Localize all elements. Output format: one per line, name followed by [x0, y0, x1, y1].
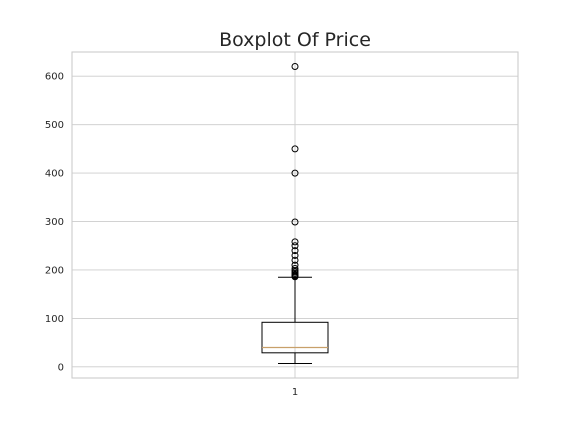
box-layer	[261, 276, 329, 364]
y-tick-label: 600	[45, 72, 64, 83]
flier-layer	[291, 63, 299, 281]
grid-layer	[72, 52, 518, 378]
y-tick-label: 0	[58, 362, 64, 373]
outlier-point	[291, 256, 299, 264]
outlier-point	[291, 251, 299, 259]
y-axis-ticks: 0 100 200 300 400 500 600	[45, 72, 64, 374]
outlier-point	[291, 261, 299, 269]
outlier-point	[291, 247, 299, 255]
outlier-point	[291, 266, 299, 274]
outlier-point	[291, 265, 299, 273]
outlier-point	[291, 145, 299, 153]
y-tick-label: 400	[45, 169, 64, 180]
outlier-point	[291, 218, 299, 226]
y-tick-label: 100	[45, 314, 64, 325]
outlier-point	[291, 63, 299, 71]
outlier-point	[291, 169, 299, 177]
y-tick-label: 200	[45, 265, 64, 276]
y-tick-label: 300	[45, 217, 64, 228]
outlier-point	[291, 242, 299, 250]
plot-frame	[71, 51, 519, 379]
x-tick-label: 1	[292, 387, 298, 398]
outlier-point	[291, 238, 299, 246]
iqr-box	[261, 321, 329, 354]
x-axis-ticks: 1	[292, 387, 298, 398]
chart-title: Boxplot Of Price	[219, 29, 371, 51]
y-tick-label: 500	[45, 120, 64, 131]
